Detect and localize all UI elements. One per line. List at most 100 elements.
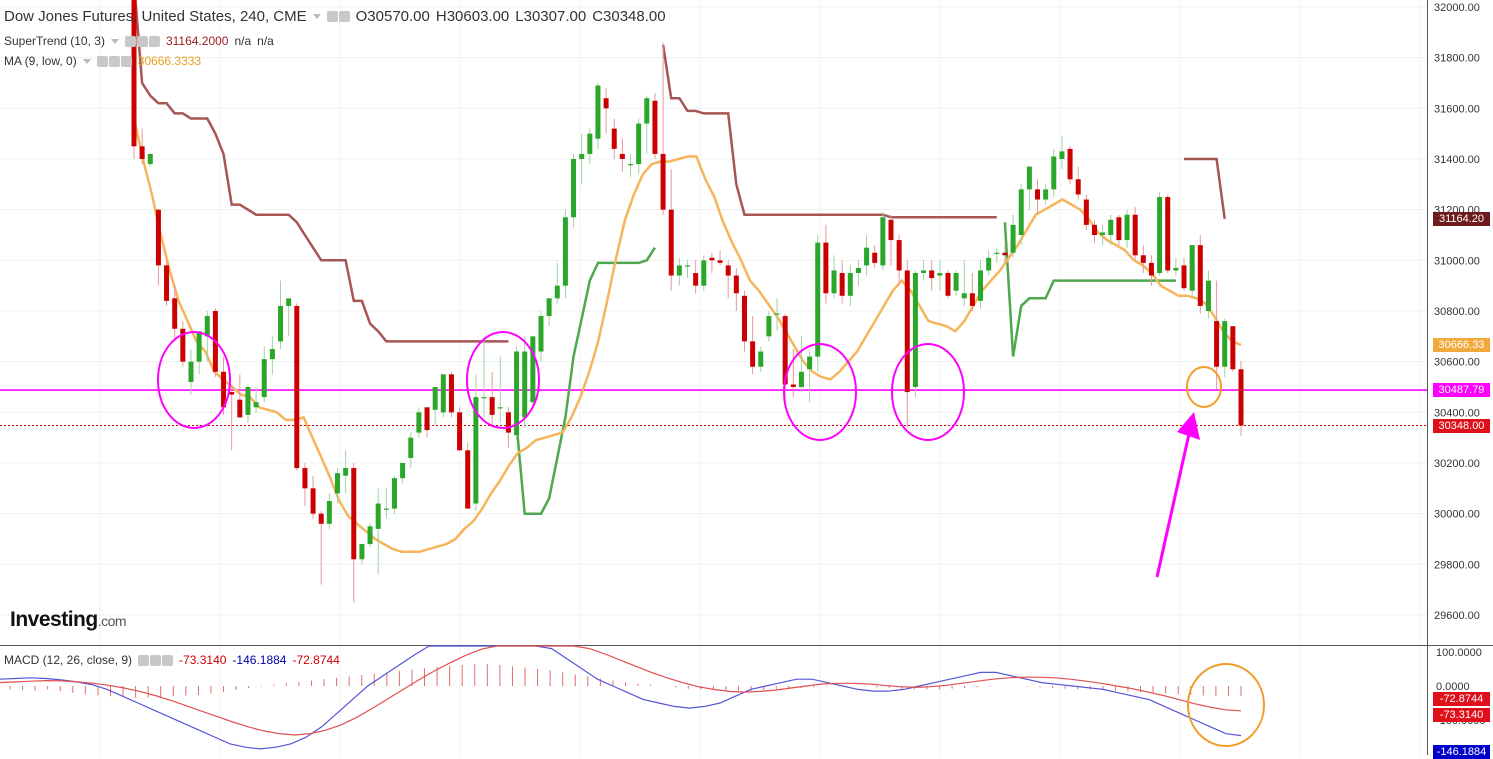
candle-body xyxy=(221,371,227,408)
logo-brand: Investing xyxy=(10,608,98,631)
candle-body xyxy=(546,298,552,317)
price-tick-label: 30600.00 xyxy=(1434,357,1480,369)
candle-body xyxy=(310,488,316,514)
candle-body xyxy=(465,450,471,509)
candle-body xyxy=(1043,189,1049,200)
indicator-controls[interactable] xyxy=(124,35,160,47)
candle-body xyxy=(766,316,772,337)
ma-line xyxy=(132,118,1242,553)
chevron-down-icon[interactable] xyxy=(110,38,119,44)
close-value: C30348.00 xyxy=(592,8,666,25)
open-value: O30570.00 xyxy=(355,8,430,25)
candle-body xyxy=(888,219,894,241)
gear-icon[interactable] xyxy=(108,55,120,67)
series-controls[interactable] xyxy=(326,11,350,22)
candle-body xyxy=(261,359,267,398)
candle-body xyxy=(416,412,422,433)
candle-body xyxy=(1026,166,1032,190)
candle-body xyxy=(375,503,381,529)
eye-icon[interactable] xyxy=(138,654,150,666)
candle-body xyxy=(798,371,804,387)
candle-body xyxy=(391,478,397,509)
price-tick-label: 31000.00 xyxy=(1434,255,1480,267)
candle-body xyxy=(1140,255,1146,263)
candle-body xyxy=(872,252,878,263)
macd-tick-label: 0.0000 xyxy=(1436,681,1470,693)
candle-body xyxy=(1205,280,1211,311)
indicator-controls[interactable] xyxy=(138,654,174,666)
settings-icon[interactable] xyxy=(326,11,338,22)
eye-icon[interactable] xyxy=(124,35,136,47)
candle-body xyxy=(709,257,715,261)
candle-body xyxy=(204,316,210,337)
ma-label: MA (9, low, 0) xyxy=(4,54,77,68)
price-tag: 30348.00 xyxy=(1433,418,1490,433)
candle-body xyxy=(717,260,723,263)
gear-icon[interactable] xyxy=(150,654,162,666)
annotation-circle xyxy=(1186,366,1222,408)
macd-tick-label: 100.0000 xyxy=(1436,647,1482,659)
candle-body xyxy=(815,242,821,357)
candle-body xyxy=(912,273,918,387)
candle-body xyxy=(1222,321,1228,367)
candle-body xyxy=(628,164,634,166)
candle-body xyxy=(1018,189,1024,235)
candle-body xyxy=(1075,179,1081,195)
close-icon[interactable] xyxy=(120,55,132,67)
candle-body xyxy=(937,273,943,276)
price-tag: 30666.33 xyxy=(1433,337,1490,352)
candle-body xyxy=(847,273,853,296)
close-icon[interactable] xyxy=(148,35,160,47)
candle-body xyxy=(229,392,235,395)
candle-body xyxy=(1181,265,1187,289)
candle-body xyxy=(1238,369,1244,426)
main-legend: Dow Jones Futures, United States, 240, C… xyxy=(4,8,666,25)
candle-body xyxy=(1214,321,1220,367)
candle-body xyxy=(1002,252,1008,256)
eye-icon[interactable] xyxy=(96,55,108,67)
candle-body xyxy=(945,273,951,296)
candle-body xyxy=(741,295,747,342)
candle-body xyxy=(318,513,324,524)
candle-body xyxy=(1230,326,1236,370)
annotation-circle xyxy=(1187,663,1265,747)
macd-tag: -146.1884 xyxy=(1433,745,1490,759)
price-tick-label: 31400.00 xyxy=(1434,154,1480,166)
candle-body xyxy=(1051,156,1057,190)
candle-body xyxy=(961,293,967,299)
indicator-controls[interactable] xyxy=(96,55,132,67)
chevron-down-icon[interactable] xyxy=(312,14,321,19)
candle-body xyxy=(1165,197,1171,271)
chevron-down-icon[interactable] xyxy=(82,58,91,64)
candle-body xyxy=(668,209,674,276)
candle-body xyxy=(986,257,992,271)
candle-body xyxy=(253,402,259,408)
macd-signal-value: -72.8744 xyxy=(292,653,340,667)
price-tick-label: 30800.00 xyxy=(1434,306,1480,318)
candle-body xyxy=(994,252,1000,254)
candle-body xyxy=(1124,214,1130,241)
candle-body xyxy=(188,361,194,382)
close-icon[interactable] xyxy=(162,654,174,666)
candle-body xyxy=(1010,224,1016,253)
candle-body xyxy=(571,159,577,218)
candle-body xyxy=(489,397,495,415)
settings-icon[interactable] xyxy=(338,11,350,22)
gear-icon[interactable] xyxy=(136,35,148,47)
candle-body xyxy=(660,153,666,210)
candle-body xyxy=(196,331,202,362)
candle-body xyxy=(676,265,682,276)
price-tick-label: 30000.00 xyxy=(1434,509,1480,521)
candle-body xyxy=(953,273,959,291)
candle-body xyxy=(172,298,178,329)
candle-body xyxy=(147,153,153,165)
candle-body xyxy=(432,387,438,410)
macd-signal-line xyxy=(0,645,1242,736)
candle-body xyxy=(1197,245,1203,306)
candle-body xyxy=(164,265,170,301)
candle-body xyxy=(758,351,764,367)
candle-body xyxy=(619,153,625,159)
candle-body xyxy=(807,356,813,370)
candle-body xyxy=(1173,267,1179,271)
